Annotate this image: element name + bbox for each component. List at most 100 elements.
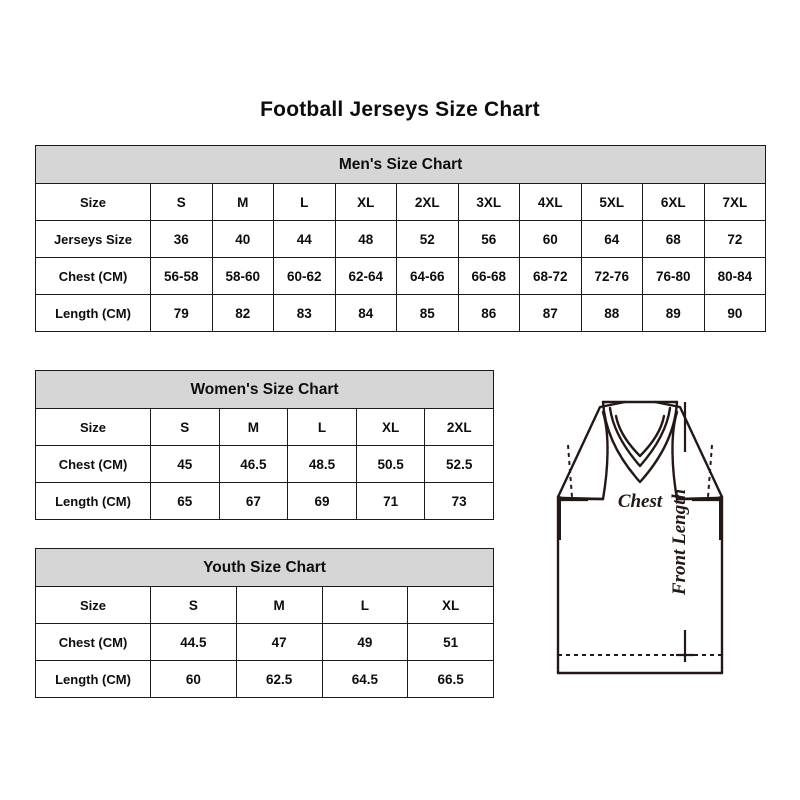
column-header-cell: M — [211, 183, 274, 221]
table-row: Size S M L XL 2XL — [35, 408, 495, 446]
youth-size-table: Youth Size Chart Size S M L XL Chest (CM… — [34, 548, 495, 698]
column-header-cell: M — [235, 586, 323, 624]
right-cuff-stitch — [707, 444, 713, 498]
table-cell: 87 — [519, 294, 582, 332]
table-cell: 73 — [424, 482, 495, 520]
table-cell: 62.5 — [235, 660, 323, 698]
column-header-cell: 6XL — [642, 183, 705, 221]
row-label: Jerseys Size — [35, 220, 151, 258]
right-shoulder-line — [653, 400, 724, 499]
table-cell: 56 — [457, 220, 520, 258]
table-cell: 36 — [150, 220, 213, 258]
column-header-cell: XL — [407, 586, 495, 624]
table-cell: 58-60 — [211, 257, 274, 295]
table-row: Chest (CM) 56-58 58-60 60-62 62-64 64-66… — [35, 257, 767, 295]
table-row: Length (CM) 65 67 69 71 73 — [35, 482, 495, 520]
column-header-cell: L — [287, 408, 357, 446]
mens-size-table: Men's Size Chart Size S M L XL 2XL 3XL 4… — [34, 145, 767, 332]
column-header-cell: S — [150, 408, 220, 446]
table-cell: 49 — [321, 623, 409, 661]
table-header-row: Youth Size Chart — [34, 548, 495, 587]
table-cell: 44.5 — [150, 623, 237, 661]
table-cell: 83 — [273, 294, 336, 332]
table-cell: 66-68 — [457, 257, 520, 295]
row-label: Size — [35, 586, 151, 624]
table-cell: 80-84 — [703, 257, 767, 295]
left-shoulder-line — [556, 400, 627, 499]
table-cell: 84 — [334, 294, 397, 332]
table-cell: 72 — [703, 220, 767, 258]
table-cell: 76-80 — [642, 257, 705, 295]
column-header-cell: 3XL — [457, 183, 520, 221]
table-cell: 60-62 — [273, 257, 336, 295]
table-header-row: Women's Size Chart — [34, 370, 495, 409]
column-header-cell: 4XL — [519, 183, 582, 221]
column-header-cell: 5XL — [580, 183, 643, 221]
table-cell: 44 — [273, 220, 336, 258]
table-row: Length (CM) 79 82 83 84 85 86 87 88 89 9… — [35, 294, 767, 332]
youth-section-header: Youth Size Chart — [34, 548, 495, 587]
table-cell: 69 — [287, 482, 357, 520]
table-row: Jerseys Size 36 40 44 48 52 56 60 64 68 … — [35, 220, 767, 258]
table-cell: 48 — [334, 220, 397, 258]
table-cell: 88 — [580, 294, 643, 332]
table-cell: 40 — [211, 220, 274, 258]
column-header-cell: S — [150, 586, 237, 624]
table-cell: 64 — [580, 220, 643, 258]
table-cell: 50.5 — [355, 445, 426, 483]
torso-outline — [558, 497, 722, 673]
table-cell: 47 — [235, 623, 323, 661]
row-label: Length (CM) — [35, 482, 151, 520]
column-header-cell: M — [218, 408, 289, 446]
table-cell: 66.5 — [407, 660, 495, 698]
table-cell: 52 — [396, 220, 459, 258]
table-row: Chest (CM) 44.5 47 49 51 — [35, 623, 495, 661]
table-cell: 45 — [150, 445, 220, 483]
row-label: Size — [35, 408, 151, 446]
column-header-cell: 2XL — [424, 408, 495, 446]
table-cell: 64-66 — [396, 257, 459, 295]
table-cell: 51 — [407, 623, 495, 661]
table-cell: 85 — [396, 294, 459, 332]
table-cell: 89 — [642, 294, 705, 332]
row-label: Length (CM) — [35, 660, 151, 698]
column-header-cell: L — [273, 183, 336, 221]
table-cell: 68-72 — [519, 257, 582, 295]
table-cell: 82 — [211, 294, 274, 332]
column-header-cell: XL — [334, 183, 397, 221]
vneck-inner-1 — [608, 406, 672, 468]
table-cell: 56-58 — [150, 257, 213, 295]
table-cell: 62-64 — [334, 257, 397, 295]
row-label: Chest (CM) — [35, 445, 151, 483]
table-cell: 67 — [218, 482, 289, 520]
table-cell: 46.5 — [218, 445, 289, 483]
row-label: Length (CM) — [35, 294, 151, 332]
table-cell: 52.5 — [424, 445, 495, 483]
table-header-row: Men's Size Chart — [34, 145, 767, 184]
column-header-cell: L — [321, 586, 409, 624]
column-header-cell: 2XL — [396, 183, 459, 221]
table-cell: 90 — [703, 294, 767, 332]
row-label: Size — [35, 183, 151, 221]
row-label: Chest (CM) — [35, 623, 151, 661]
table-cell: 86 — [457, 294, 520, 332]
table-cell: 68 — [642, 220, 705, 258]
womens-size-table: Women's Size Chart Size S M L XL 2XL Che… — [34, 370, 495, 520]
vneck-outer — [601, 400, 679, 484]
vneck-inner-2 — [614, 414, 666, 458]
column-header-cell: XL — [355, 408, 426, 446]
left-cuff-stitch — [567, 444, 573, 498]
column-header-cell: 7XL — [703, 183, 767, 221]
column-header-cell: S — [150, 183, 213, 221]
table-row: Size S M L XL — [35, 586, 495, 624]
table-cell: 48.5 — [287, 445, 357, 483]
row-label: Chest (CM) — [35, 257, 151, 295]
table-cell: 60 — [519, 220, 582, 258]
jersey-measurement-diagram: Chest Front Length — [500, 390, 780, 690]
table-cell: 72-76 — [580, 257, 643, 295]
table-row: Size S M L XL 2XL 3XL 4XL 5XL 6XL 7XL — [35, 183, 767, 221]
table-cell: 79 — [150, 294, 213, 332]
table-cell: 60 — [150, 660, 237, 698]
front-length-label: Front Length — [669, 489, 690, 596]
table-row: Length (CM) 60 62.5 64.5 66.5 — [35, 660, 495, 698]
